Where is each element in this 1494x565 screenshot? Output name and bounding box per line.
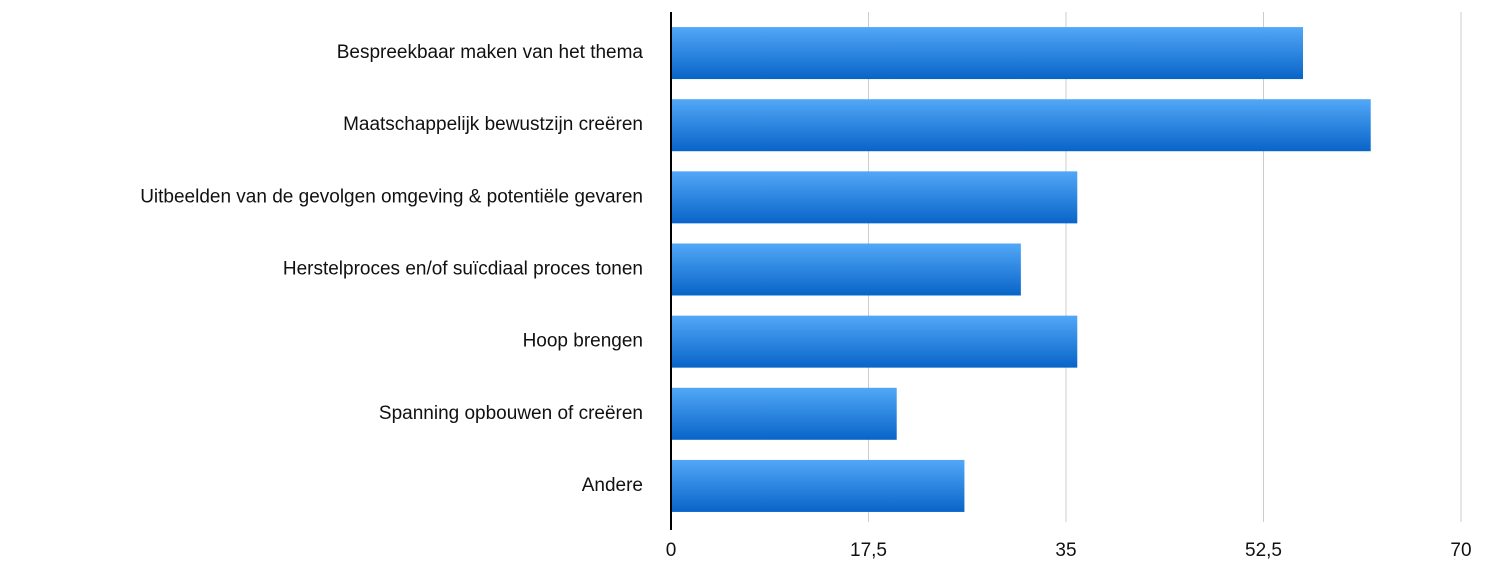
x-tick-label: 35: [1055, 540, 1076, 561]
y-tick-label: Spanning opbouwen of creëren: [379, 403, 643, 424]
x-tick-label: 0: [666, 540, 677, 561]
x-tick-label: 17,5: [850, 540, 887, 561]
x-tick-label: 70: [1450, 540, 1471, 561]
y-tick-label: Andere: [582, 475, 643, 496]
bar: [671, 459, 965, 512]
bar: [671, 171, 1078, 224]
bar: [671, 243, 1021, 296]
y-tick-label: Hoop brengen: [523, 331, 643, 352]
y-tick-label: Maatschappelijk bewustzijn creëren: [343, 114, 643, 135]
bar: [671, 27, 1303, 80]
y-tick-label: Bespreekbaar maken van het thema: [337, 42, 644, 63]
bar: [671, 99, 1371, 152]
bar: [671, 387, 897, 440]
bar: [671, 315, 1078, 368]
y-tick-label: Uitbeelden van de gevolgen omgeving & po…: [140, 186, 643, 207]
x-tick-label: 52,5: [1245, 540, 1282, 561]
y-tick-label: Herstelproces en/of suïcdiaal proces ton…: [283, 259, 643, 280]
